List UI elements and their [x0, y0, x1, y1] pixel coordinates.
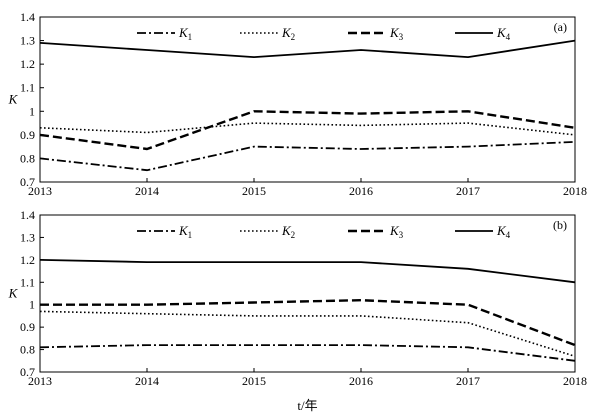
legend-label: K2	[281, 25, 295, 42]
y-tick-label: 0.9	[20, 320, 35, 334]
legend-item-k3: K3	[348, 25, 404, 42]
series-line-k1	[39, 344, 576, 362]
y-axis-label: K	[8, 92, 19, 107]
legend-label: K4	[496, 25, 511, 42]
legend-subscript: 4	[506, 230, 511, 240]
legend-name: K	[496, 25, 507, 40]
series-line-k4	[39, 259, 576, 284]
legend-subscript: 3	[399, 32, 404, 42]
x-tick-label: 2015	[242, 184, 266, 198]
legend-label: K3	[389, 25, 404, 42]
legend-subscript: 3	[399, 230, 404, 240]
x-tick-label: 2014	[135, 374, 159, 388]
legend-subscript: 2	[291, 32, 296, 42]
x-tick-label: 2017	[456, 374, 480, 388]
y-tick-label: 1.1	[20, 275, 35, 289]
legend-subscript: 1	[188, 230, 193, 240]
plot-frame	[39, 16, 576, 183]
plot-frame	[39, 214, 576, 373]
legend-item-k2: K2	[240, 25, 295, 42]
y-tick-label: 1.3	[20, 34, 35, 48]
legend-label: K1	[178, 25, 192, 42]
y-tick-label: 1.4	[20, 10, 35, 24]
legend-name: K	[389, 223, 400, 238]
x-tick-label: 2013	[28, 184, 52, 198]
legend-item-k1: K1	[137, 25, 192, 42]
legend-name: K	[281, 25, 292, 40]
panel-label: (a)	[554, 20, 567, 34]
y-tick-label: 1.1	[20, 81, 35, 95]
legend-label: K4	[496, 223, 511, 240]
legend-subscript: 4	[506, 32, 511, 42]
y-tick-label: 0.8	[20, 151, 35, 165]
y-axis-label: K	[8, 286, 19, 301]
y-tick-label: 1.2	[20, 57, 35, 71]
legend-item-k2: K2	[240, 223, 295, 240]
y-tick-label: 1.4	[20, 208, 35, 222]
x-tick-label: 2014	[135, 184, 159, 198]
x-tick-label: 2018	[563, 374, 587, 388]
y-tick-label: 1	[29, 104, 35, 118]
series-line-k3	[40, 299, 576, 347]
legend-item-k4: K4	[455, 223, 511, 240]
y-tick-label: 0.7	[20, 175, 35, 189]
x-tick-label: 2016	[349, 184, 373, 198]
x-axis-label: t/年	[297, 398, 317, 413]
x-tick-label: 2016	[349, 374, 373, 388]
legend-name: K	[496, 223, 507, 238]
series-line-k4	[39, 39, 576, 58]
series-line-k1	[39, 141, 576, 172]
legend-name: K	[389, 25, 400, 40]
chart-panel-a: 0.7 0.8 0.9 1 1.1 1.2 1.3 1.4 2013 2014 2015 2016 20…	[8, 10, 587, 198]
y-tick-label: 1.2	[20, 253, 35, 267]
legend-name: K	[281, 223, 292, 238]
legend-item-k4: K4	[455, 25, 511, 42]
legend-name: K	[178, 223, 189, 238]
legend-item-k1: K1	[137, 223, 192, 240]
x-tick-label: 2018	[563, 184, 587, 198]
x-tick-label: 2017	[456, 184, 480, 198]
y-tick-label: 0.7	[20, 365, 35, 379]
y-tick-label: 1	[29, 298, 35, 312]
y-tick-label: 0.8	[20, 343, 35, 357]
y-tick-label: 1.3	[20, 230, 35, 244]
x-tick-label: 2015	[242, 374, 266, 388]
series-line-k2	[39, 122, 576, 136]
legend-subscript: 2	[291, 230, 296, 240]
panel-label: (b)	[553, 218, 567, 232]
legend-name: K	[178, 25, 189, 40]
legend-label: K1	[178, 223, 192, 240]
legend-label: K3	[389, 223, 404, 240]
legend-subscript: 1	[188, 32, 193, 42]
chart-panel-b: 0.7 0.8 0.9 1 1.1 1.2 1.3 1.4 2013 2014 2015 2016 20…	[8, 208, 587, 413]
y-tick-label: 0.9	[20, 128, 35, 142]
series-line-k2	[39, 310, 576, 358]
series-line-k3	[39, 110, 576, 151]
x-tick-label: 2013	[28, 374, 52, 388]
legend-item-k3: K3	[348, 223, 404, 240]
legend-label: K2	[281, 223, 295, 240]
